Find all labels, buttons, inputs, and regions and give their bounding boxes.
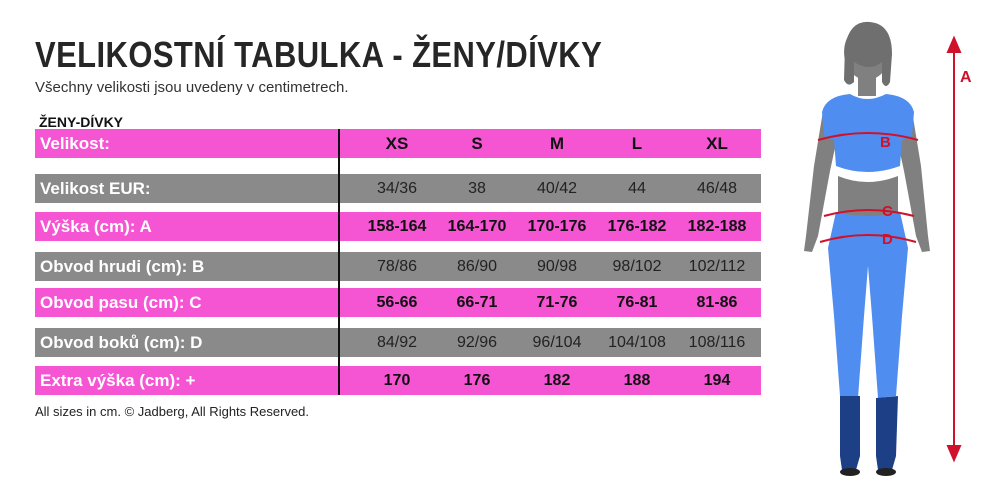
table-cell: 40/42 xyxy=(536,180,578,197)
table-cell: 44 xyxy=(628,180,646,197)
row-label: Obvod boků (cm): D xyxy=(40,333,203,352)
table-cell: 56-66 xyxy=(376,294,418,311)
row-label: Velikost EUR: xyxy=(40,179,151,198)
table-row-hips: Obvod boků (cm): D 84/92 92/96 96/104 10… xyxy=(35,328,761,357)
table-header-row: Velikost: XS S M L XL xyxy=(35,129,761,158)
row-label: Výška (cm): A xyxy=(40,217,152,236)
table-cell: 84/92 xyxy=(376,334,418,351)
table-cell: 182 xyxy=(543,372,571,389)
table-row-extra-height: Extra výška (cm): + 170 176 182 188 194 xyxy=(35,366,761,395)
table-column-divider xyxy=(338,129,340,395)
table-cell: 78/86 xyxy=(376,258,418,275)
table-cell: 176-182 xyxy=(607,218,667,235)
table-cell: 104/108 xyxy=(608,334,666,351)
measure-label-c: C xyxy=(882,203,893,220)
table-cell: 188 xyxy=(623,372,651,389)
measure-label-d: D xyxy=(882,231,893,248)
measure-label-a: A xyxy=(960,69,972,86)
table-row-chest: Obvod hrudi (cm): B 78/86 86/90 90/98 98… xyxy=(35,252,761,281)
table-cell: 170 xyxy=(383,372,411,389)
measure-label-b: B xyxy=(880,134,891,151)
table-cell: 176 xyxy=(463,372,491,389)
table-cell: 182-188 xyxy=(687,218,747,235)
copyright-footer: All sizes in cm. © Jadberg, All Rights R… xyxy=(35,404,310,419)
table-cell: 194 xyxy=(703,372,731,389)
table-cell: 170-176 xyxy=(527,218,587,235)
leggings xyxy=(828,212,908,398)
table-cell: 102/112 xyxy=(688,258,746,275)
table-cell: 96/104 xyxy=(532,334,582,351)
header-label: Velikost: xyxy=(40,134,110,153)
table-cell: 86/90 xyxy=(456,258,498,275)
table-row-height: Výška (cm): A 158-164 164-170 170-176 17… xyxy=(35,212,761,241)
table-cell: 164-170 xyxy=(447,218,507,235)
table-cell: 71-76 xyxy=(536,294,578,311)
header-cell-l: L xyxy=(631,134,643,153)
table-row-eur: Velikost EUR: 34/36 38 40/42 44 46/48 xyxy=(35,174,761,203)
table-cell: 76-81 xyxy=(616,294,658,311)
table-cell: 38 xyxy=(468,180,486,197)
table-cell: 81-86 xyxy=(696,294,738,311)
boots xyxy=(840,396,898,470)
page-subtitle: Všechny velikosti jsou uvedeny v centime… xyxy=(35,79,349,96)
row-label: Obvod hrudi (cm): B xyxy=(40,257,205,276)
table-cell: 90/98 xyxy=(536,258,578,275)
header-cell-m: M xyxy=(549,134,565,153)
table-cell: 158-164 xyxy=(367,218,427,235)
measurement-lines xyxy=(817,35,962,463)
table-cell: 46/48 xyxy=(696,180,738,197)
row-label: Obvod pasu (cm): C xyxy=(40,293,202,312)
header-cell-xl: XL xyxy=(706,134,728,153)
section-heading: ŽENY-DÍVKY xyxy=(39,114,124,130)
table-cell: 92/96 xyxy=(456,334,498,351)
header-cell-s: S xyxy=(471,134,483,153)
table-cell: 98/102 xyxy=(612,258,662,275)
table-cell: 34/36 xyxy=(376,180,418,197)
header-cell-xs: XS xyxy=(385,134,409,153)
page-title: VELIKOSTNÍ TABULKA - ŽENY/DÍVKY xyxy=(35,34,603,75)
table-cell: 108/116 xyxy=(688,334,746,351)
row-label: Extra výška (cm): + xyxy=(40,371,196,390)
table-cell: 66-71 xyxy=(456,294,498,311)
body-measurement-figure: A B C D xyxy=(804,21,972,476)
table-row-waist: Obvod pasu (cm): C 56-66 66-71 71-76 76-… xyxy=(35,288,761,317)
body-silhouette xyxy=(804,21,930,252)
